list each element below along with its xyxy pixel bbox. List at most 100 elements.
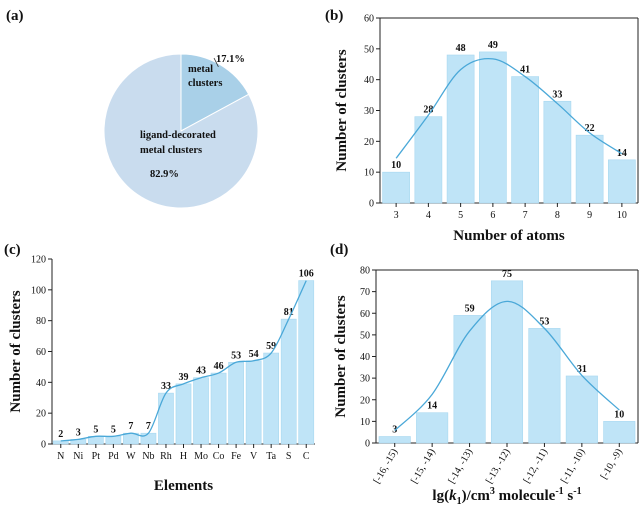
- x-tick-label: [-15, -14): [409, 447, 438, 486]
- pie-slice-label: ligand-decorated: [140, 130, 216, 141]
- panel-label-c: (c): [4, 242, 21, 258]
- fit-curve: [395, 57, 623, 159]
- x-axis-title: Number of atoms: [453, 228, 565, 244]
- panel-label-a: (a): [6, 8, 24, 24]
- bar-data-label: 54: [249, 349, 259, 360]
- bar-data-label: 7: [146, 421, 151, 432]
- y-tick-label: 70: [360, 287, 370, 298]
- bar-data-label: 10: [391, 160, 401, 171]
- x-axis-title-part: )/cm: [462, 488, 491, 504]
- pie-slice-label: metal: [188, 64, 213, 75]
- bar: [193, 377, 209, 445]
- bar: [543, 100, 572, 204]
- bar: [378, 436, 411, 444]
- bar: [603, 421, 636, 444]
- bar: [140, 432, 157, 445]
- bar: [263, 352, 280, 445]
- y-tick-label: 60: [36, 347, 46, 358]
- fit-curve: [60, 280, 307, 442]
- x-axis-title-part: 3: [490, 486, 495, 497]
- bar: [280, 318, 297, 445]
- bar: [565, 375, 598, 444]
- x-axis-title: lg(k1)/cm3 molecule-1 s-1: [432, 486, 581, 507]
- x-axis-title-part: s: [564, 488, 574, 504]
- panel-b-bar-chart: (b)0102030405060103284485496417338229141…: [325, 8, 639, 244]
- y-tick-label: 30: [360, 374, 370, 385]
- x-tick-label: 3: [394, 210, 399, 221]
- pie-slice-label: clusters: [188, 78, 222, 89]
- x-tick-label: Ni: [73, 451, 83, 462]
- y-axis-title: Number of clusters: [333, 295, 349, 417]
- bar: [446, 54, 475, 204]
- bar-data-label: 33: [552, 89, 562, 100]
- pie-leader-line: [213, 57, 219, 68]
- bar: [105, 435, 122, 445]
- bar-data-label: 39: [179, 372, 189, 383]
- bar-data-label: 59: [266, 341, 276, 352]
- y-tick-label: 120: [31, 255, 46, 266]
- x-tick-label: Fe: [231, 451, 242, 462]
- x-tick-label: Co: [213, 451, 225, 462]
- bar-data-label: 48: [456, 43, 466, 54]
- y-tick-label: 30: [364, 106, 374, 117]
- bar: [158, 392, 174, 445]
- x-tick-label: [-10, -9): [599, 447, 625, 481]
- y-tick-label: 0: [369, 199, 374, 210]
- bar-data-label: 28: [423, 105, 433, 116]
- bar: [210, 372, 227, 445]
- x-tick-label: Pt: [92, 451, 101, 462]
- x-tick-label: 7: [523, 210, 528, 221]
- bar-data-label: 43: [196, 366, 206, 377]
- x-tick-label: Pd: [108, 451, 119, 462]
- y-tick-label: 20: [360, 395, 370, 406]
- bar-data-label: 53: [231, 350, 241, 361]
- bar: [298, 280, 315, 445]
- x-axis-title-part: -1: [573, 486, 581, 497]
- y-tick-label: 60: [360, 309, 370, 320]
- x-tick-label: N: [57, 451, 64, 462]
- pie-slice: [103, 53, 259, 209]
- bar-data-label: 106: [299, 269, 314, 280]
- panel-d-bar-chart: (d) 0 10 20 30 40 50 60 70 80 3 [-16, -15) 14 [-15, -…: [330, 242, 639, 507]
- bar: [479, 51, 507, 204]
- y-tick-label: 40: [364, 75, 374, 86]
- bar-data-label: 14: [427, 401, 437, 412]
- x-tick-label: 6: [490, 210, 495, 221]
- y-tick-label: 0: [365, 439, 370, 450]
- bar-data-label: 3: [76, 427, 81, 438]
- x-tick-label: Ta: [266, 451, 276, 462]
- y-tick-label: 10: [364, 168, 374, 179]
- bar-data-label: 53: [539, 316, 549, 327]
- y-tick-label: 10: [360, 417, 370, 428]
- x-tick-label: H: [180, 451, 187, 462]
- bar: [490, 280, 524, 444]
- panel-label-d: (d): [330, 242, 348, 258]
- bar: [608, 159, 636, 204]
- y-tick-label: 50: [364, 44, 374, 55]
- x-tick-label: [-13, -12): [484, 447, 513, 486]
- x-tick-label: Mo: [194, 451, 208, 462]
- y-tick-label: 60: [364, 14, 374, 25]
- pie-slice: [180, 53, 250, 132]
- panel-label-b: (b): [325, 8, 343, 24]
- fit-curve: [394, 300, 620, 432]
- bar-data-label: 49: [488, 40, 498, 51]
- bar: [245, 360, 262, 445]
- bar-data-label: 75: [502, 269, 512, 280]
- y-tick-label: 20: [36, 409, 46, 420]
- bar-data-label: 22: [585, 123, 595, 134]
- bar: [414, 116, 443, 204]
- y-tick-label: 20: [364, 137, 374, 148]
- bar-data-label: 46: [214, 361, 224, 372]
- bar: [416, 412, 449, 444]
- y-tick-label: 40: [36, 378, 46, 389]
- bar: [528, 328, 561, 444]
- x-axis-title: Elements: [154, 478, 213, 494]
- bar-data-label: 31: [577, 364, 587, 375]
- x-tick-label: 4: [426, 210, 431, 221]
- x-axis-title-part: -1: [555, 486, 563, 497]
- bar: [52, 440, 69, 445]
- bar: [575, 134, 604, 204]
- panel-a-pie-chart: (a) metal clusters 17.1% ligand-decorated met…: [6, 8, 259, 209]
